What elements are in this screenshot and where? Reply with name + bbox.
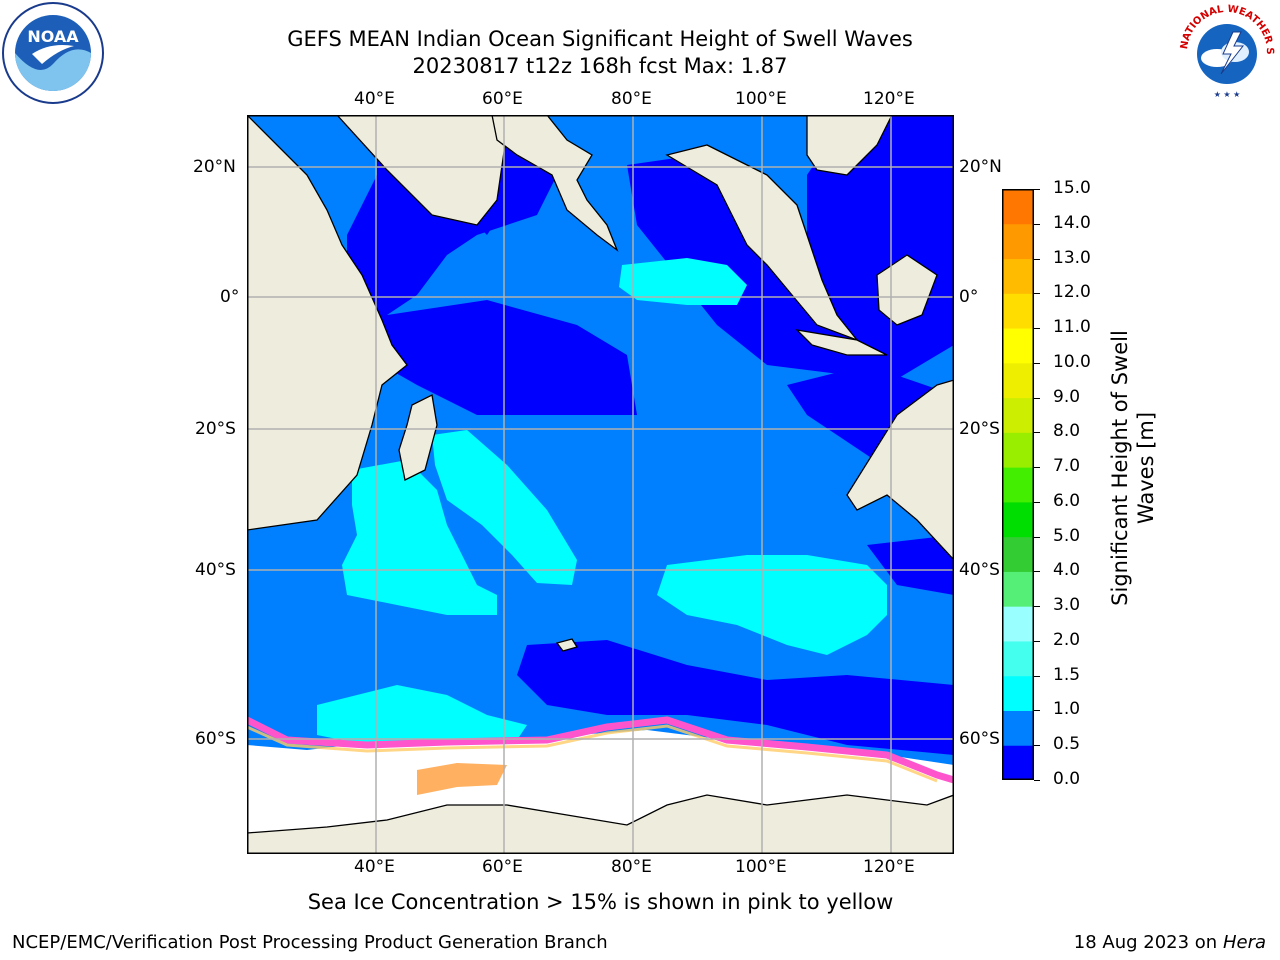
colorbar-tick-label: 0.0: [1053, 769, 1081, 789]
colorbar-segment: [1002, 293, 1034, 329]
colorbar-tick-mark: [1034, 780, 1040, 781]
lat-label-left: 20°S: [195, 419, 236, 439]
lat-label-right: 60°S: [959, 729, 1000, 749]
colorbar-tick-label: 12.0: [1053, 282, 1091, 303]
lon-label-bottom: 60°E: [482, 857, 523, 877]
colorbar-tick-label: 11.0: [1053, 317, 1091, 338]
colorbar-tick-label: 2.0: [1053, 629, 1081, 650]
lon-label-bottom: 120°E: [863, 857, 915, 877]
sea-ice-note: Sea Ice Concentration > 15% is shown in …: [307, 890, 894, 914]
colorbar-tick-mark: [1034, 258, 1040, 260]
lon-label-top: 80°E: [611, 89, 652, 109]
nws-logo: NATIONAL WEATHER SERVICE ★ ★ ★: [1177, 2, 1276, 101]
colorbar-segment: [1002, 189, 1034, 225]
svg-text:★ ★ ★: ★ ★ ★: [1214, 90, 1241, 99]
colorbar-tick-mark: [1034, 501, 1040, 503]
lon-label-top: 100°E: [735, 89, 787, 109]
colorbar-segment: [1002, 223, 1034, 260]
colorbar-segment: [1002, 710, 1034, 746]
colorbar-tick-label: 15.0: [1053, 178, 1091, 198]
colorbar-segment: [1002, 362, 1034, 399]
colorbar-segment: [1002, 606, 1034, 642]
colorbar-tick-mark: [1034, 710, 1040, 712]
colorbar-tick-mark: [1034, 397, 1040, 399]
colorbar-segment: [1002, 571, 1034, 607]
colorbar-tick-label: 4.0: [1053, 560, 1081, 581]
lon-label-top: 40°E: [354, 89, 395, 109]
sea-ice-edge: [247, 716, 954, 784]
colorbar-segment: [1002, 675, 1034, 711]
colorbar-tick-label: 8.0: [1053, 421, 1081, 442]
colorbar-tick-mark: [1034, 362, 1040, 364]
colorbar-segment: [1002, 501, 1034, 538]
credit-text: NCEP/EMC/Verification Post Processing Pr…: [12, 932, 608, 953]
sea-ice-patch: [417, 763, 507, 795]
colorbar-tick-mark: [1034, 328, 1040, 330]
lat-label-left: 60°S: [195, 729, 236, 749]
colorbar-tick-label: 3.0: [1053, 595, 1081, 616]
colorbar-tick-mark: [1034, 675, 1040, 677]
noaa-logo: NOAA: [2, 2, 104, 104]
lon-label-bottom: 40°E: [354, 857, 395, 877]
colorbar-segment: [1002, 640, 1034, 677]
colorbar-segment: [1002, 397, 1034, 433]
lat-label-left: 0°: [220, 287, 240, 307]
lat-label-left: 20°N: [193, 157, 236, 177]
lon-label-top: 120°E: [863, 89, 915, 109]
run-date-text: 18 Aug 2023 on: [1073, 932, 1218, 953]
colorbar-tick-mark: [1034, 293, 1040, 295]
colorbar-tick-label: 1.5: [1053, 664, 1081, 685]
colorbar-tick-mark: [1034, 536, 1040, 538]
colorbar-tick-mark: [1034, 223, 1040, 225]
colorbar-segment: [1002, 745, 1034, 780]
run-date: 18 Aug 2023 on Hera: [1074, 932, 1266, 953]
colorbar-tick-mark: [1034, 571, 1040, 573]
colorbar-tick-label: 14.0: [1053, 212, 1091, 233]
colorbar-tick-label: 7.0: [1053, 456, 1081, 477]
colorbar-segment: [1002, 328, 1034, 364]
colorbar-tick-mark: [1034, 640, 1040, 642]
lat-label-right: 0°: [959, 287, 979, 307]
colorbar-tick-label: 13.0: [1053, 247, 1091, 268]
chart-subtitle: 20230817 t12z 168h fcst Max: 1.87: [412, 54, 788, 78]
lat-label-right: 20°N: [959, 157, 1002, 177]
machine-name: Hera: [1222, 932, 1266, 953]
map-frame: [247, 115, 954, 854]
colorbar-segment: [1002, 467, 1034, 503]
colorbar-tick-mark: [1034, 467, 1040, 469]
colorbar-tick-mark: [1034, 432, 1040, 434]
lon-label-top: 60°E: [482, 89, 523, 109]
lon-label-bottom: 80°E: [611, 857, 652, 877]
lat-label-left: 40°S: [195, 560, 236, 580]
chart-title: GEFS MEAN Indian Ocean Significant Heigh…: [287, 27, 913, 51]
colorbar-segment: [1002, 536, 1034, 572]
colorbar: [1002, 189, 1034, 780]
graticule: [247, 115, 954, 854]
swell-height-map: [247, 115, 954, 854]
colorbar-tick-label: 9.0: [1053, 386, 1081, 407]
colorbar-segment: [1002, 432, 1034, 468]
lat-label-right: 40°S: [959, 560, 1000, 580]
colorbar-label-box: Significant Height of Swell Waves [m]: [1103, 293, 1163, 643]
colorbar-tick-label: 1.0: [1053, 699, 1081, 720]
colorbar-tick-mark: [1034, 745, 1040, 747]
svg-text:NOAA: NOAA: [27, 27, 79, 46]
colorbar-tick-mark: [1034, 189, 1040, 190]
colorbar-tick-label: 0.5: [1053, 734, 1081, 755]
colorbar-segment: [1002, 258, 1034, 294]
lon-label-bottom: 100°E: [735, 857, 787, 877]
colorbar-label: Significant Height of Swell Waves [m]: [1108, 330, 1158, 606]
colorbar-tick-mark: [1034, 606, 1040, 608]
lat-label-right: 20°S: [959, 419, 1000, 439]
colorbar-tick-label: 5.0: [1053, 525, 1081, 546]
colorbar-tick-label: 10.0: [1053, 351, 1091, 372]
antarctica: [247, 794, 954, 854]
colorbar-tick-label: 6.0: [1053, 490, 1081, 511]
